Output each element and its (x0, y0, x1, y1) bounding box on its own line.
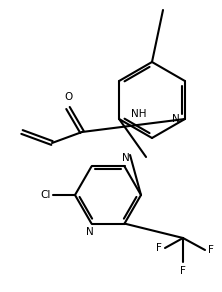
Text: F: F (180, 266, 186, 276)
Text: F: F (156, 243, 162, 253)
Text: Cl: Cl (41, 190, 51, 200)
Text: NH: NH (131, 109, 147, 119)
Text: N: N (172, 114, 180, 124)
Text: N: N (86, 227, 93, 237)
Text: F: F (208, 245, 214, 255)
Text: N: N (122, 153, 129, 164)
Text: O: O (64, 92, 72, 102)
